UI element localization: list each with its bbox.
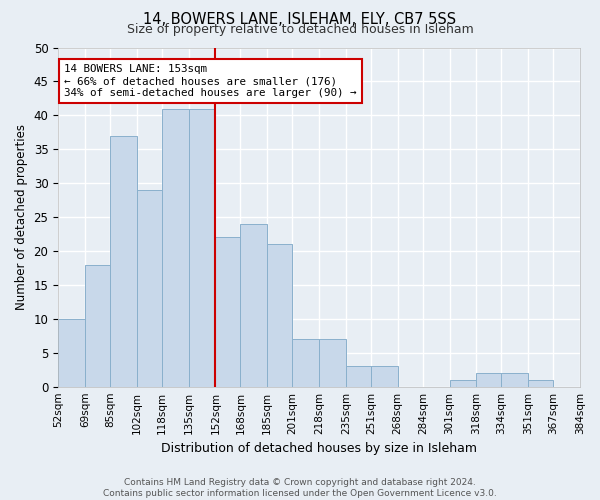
- Text: Contains HM Land Registry data © Crown copyright and database right 2024.
Contai: Contains HM Land Registry data © Crown c…: [103, 478, 497, 498]
- Bar: [137, 190, 162, 386]
- Text: 14 BOWERS LANE: 153sqm
← 66% of detached houses are smaller (176)
34% of semi-de: 14 BOWERS LANE: 153sqm ← 66% of detached…: [64, 64, 357, 98]
- Text: 14, BOWERS LANE, ISLEHAM, ELY, CB7 5SS: 14, BOWERS LANE, ISLEHAM, ELY, CB7 5SS: [143, 12, 457, 28]
- Y-axis label: Number of detached properties: Number of detached properties: [15, 124, 28, 310]
- Bar: [58, 319, 85, 386]
- Bar: [371, 366, 398, 386]
- Bar: [528, 380, 553, 386]
- Bar: [319, 339, 346, 386]
- Text: Size of property relative to detached houses in Isleham: Size of property relative to detached ho…: [127, 22, 473, 36]
- Bar: [346, 366, 371, 386]
- Bar: [267, 244, 292, 386]
- Bar: [110, 136, 137, 386]
- Bar: [188, 108, 215, 386]
- X-axis label: Distribution of detached houses by size in Isleham: Distribution of detached houses by size …: [161, 442, 477, 455]
- Bar: [162, 108, 188, 386]
- Bar: [476, 373, 502, 386]
- Bar: [292, 339, 319, 386]
- Bar: [241, 224, 267, 386]
- Bar: [85, 264, 110, 386]
- Bar: [502, 373, 528, 386]
- Bar: [449, 380, 476, 386]
- Bar: [215, 238, 241, 386]
